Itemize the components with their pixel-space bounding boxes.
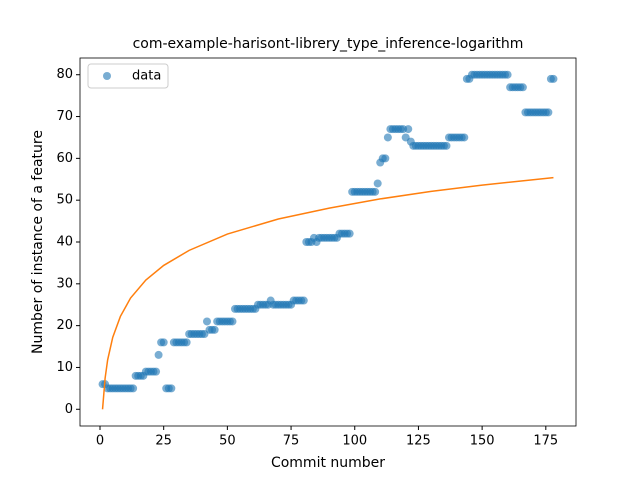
data-point	[202, 317, 211, 326]
y-tick-label: 50	[56, 193, 73, 208]
data-point	[549, 74, 558, 83]
x-tick-label: 50	[219, 434, 236, 449]
chart-title: com-example-harisont-librery_type_infere…	[133, 36, 524, 52]
legend-marker	[103, 72, 111, 80]
x-tick-label: 150	[470, 434, 495, 449]
data-point	[383, 133, 392, 142]
fit-line	[101, 176, 554, 410]
y-tick-label: 30	[56, 276, 73, 291]
data-point	[210, 325, 219, 334]
data-point	[544, 108, 553, 117]
legend-label: data	[132, 69, 161, 84]
data-point	[460, 133, 469, 142]
x-tick-label: 0	[96, 434, 104, 449]
y-tick-label: 0	[65, 402, 73, 417]
data-point	[371, 187, 380, 196]
data-point	[373, 179, 382, 188]
data-point	[228, 317, 237, 326]
legend-box	[87, 63, 169, 89]
data-point	[182, 338, 191, 347]
y-tick-label: 70	[56, 109, 73, 124]
data-point	[152, 367, 161, 376]
x-tick-label: 125	[406, 434, 431, 449]
data-point	[345, 229, 354, 238]
y-tick-label: 80	[56, 67, 73, 82]
data-point	[503, 70, 512, 79]
data-point	[518, 83, 527, 92]
y-tick-label: 20	[56, 318, 73, 333]
y-tick-label: 40	[56, 235, 73, 250]
x-axis-label: Commit number	[271, 455, 385, 471]
y-axis-label: Number of instance of a feature	[30, 130, 46, 354]
data-point	[381, 154, 390, 163]
data-point	[129, 384, 138, 393]
data-point	[442, 141, 451, 150]
data-point	[299, 296, 308, 305]
data-point	[404, 125, 413, 134]
x-tick-label: 25	[155, 434, 172, 449]
y-tick-label: 10	[56, 360, 73, 375]
x-tick-label: 75	[283, 434, 300, 449]
y-tick-label: 60	[56, 151, 73, 166]
x-tick-label: 175	[533, 434, 558, 449]
data-point	[154, 350, 163, 359]
data-point	[159, 338, 168, 347]
plot-frame	[79, 57, 577, 427]
x-tick-label: 100	[342, 434, 367, 449]
data-point	[167, 384, 176, 393]
